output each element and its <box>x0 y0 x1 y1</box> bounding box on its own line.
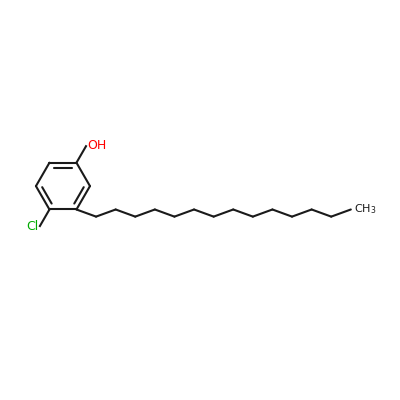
Text: CH$_3$: CH$_3$ <box>354 202 376 216</box>
Text: OH: OH <box>88 139 107 152</box>
Text: Cl: Cl <box>26 220 38 232</box>
